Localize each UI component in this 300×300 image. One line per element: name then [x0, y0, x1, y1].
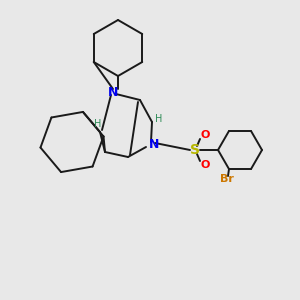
Text: H: H	[155, 114, 163, 124]
Text: O: O	[200, 130, 210, 140]
Text: H: H	[94, 119, 102, 129]
Text: S: S	[190, 143, 200, 157]
Text: N: N	[108, 85, 118, 98]
Text: O: O	[200, 160, 210, 170]
Text: N: N	[149, 139, 159, 152]
Text: Br: Br	[220, 174, 234, 184]
